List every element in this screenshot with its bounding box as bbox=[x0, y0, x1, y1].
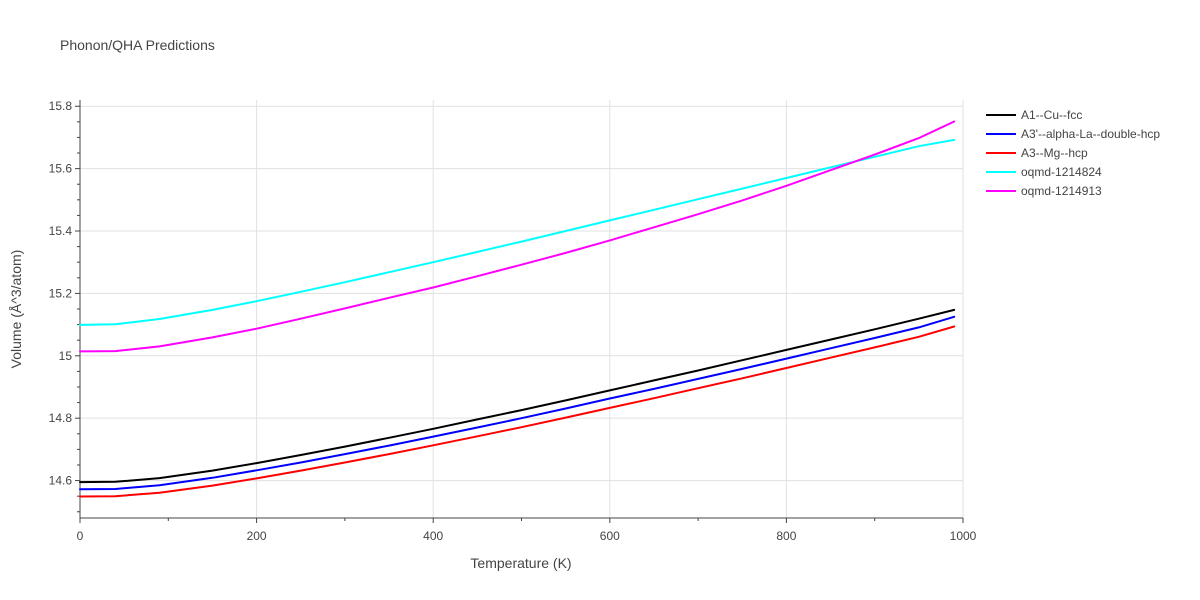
legend-label: oqmd-1214824 bbox=[1021, 165, 1102, 179]
y-tick-label: 14.8 bbox=[49, 411, 73, 425]
series-line-A3'--alpha-La--double-hcp bbox=[79, 315, 956, 491]
legend-label: A1--Cu--fcc bbox=[1021, 108, 1082, 122]
x-tick-label: 1000 bbox=[950, 529, 977, 543]
legend-label: oqmd-1214913 bbox=[1021, 184, 1102, 198]
y-tick-label: 15.8 bbox=[49, 99, 73, 113]
y-tick-label: 15.2 bbox=[49, 286, 73, 300]
chart-title: Phonon/QHA Predictions bbox=[60, 37, 215, 53]
x-tick-label: 200 bbox=[247, 529, 267, 543]
gridlines bbox=[80, 100, 964, 518]
series-line-A3--Mg--hcp bbox=[79, 325, 956, 498]
y-tick-label: 14.6 bbox=[49, 474, 73, 488]
series-line-oqmd-1214913 bbox=[79, 120, 956, 353]
series-line-A1--Cu--fcc bbox=[79, 308, 956, 484]
y-axis-title: Volume (Å^3/atom) bbox=[8, 250, 24, 369]
y-tick-label: 15.4 bbox=[49, 224, 73, 238]
legend: A1--Cu--fcc A3'--alpha-La--double-hcp A3--… bbox=[986, 108, 1160, 198]
axes: 0 200 400 600 800 1000 14.6 14.8 15 15.2 15.4 15.6 1… bbox=[49, 99, 977, 543]
y-tick-label: 15 bbox=[59, 349, 73, 363]
series-line-oqmd-1214824 bbox=[79, 138, 956, 326]
x-tick-label: 400 bbox=[423, 529, 443, 543]
x-tick-label: 0 bbox=[77, 529, 84, 543]
x-tick-label: 800 bbox=[776, 529, 796, 543]
x-tick-label: 600 bbox=[600, 529, 620, 543]
x-axis-title: Temperature (K) bbox=[470, 555, 571, 571]
legend-label: A3'--alpha-La--double-hcp bbox=[1021, 127, 1160, 141]
y-tick-label: 15.6 bbox=[49, 162, 73, 176]
legend-label: A3--Mg--hcp bbox=[1021, 146, 1088, 160]
series-layer bbox=[79, 120, 956, 498]
